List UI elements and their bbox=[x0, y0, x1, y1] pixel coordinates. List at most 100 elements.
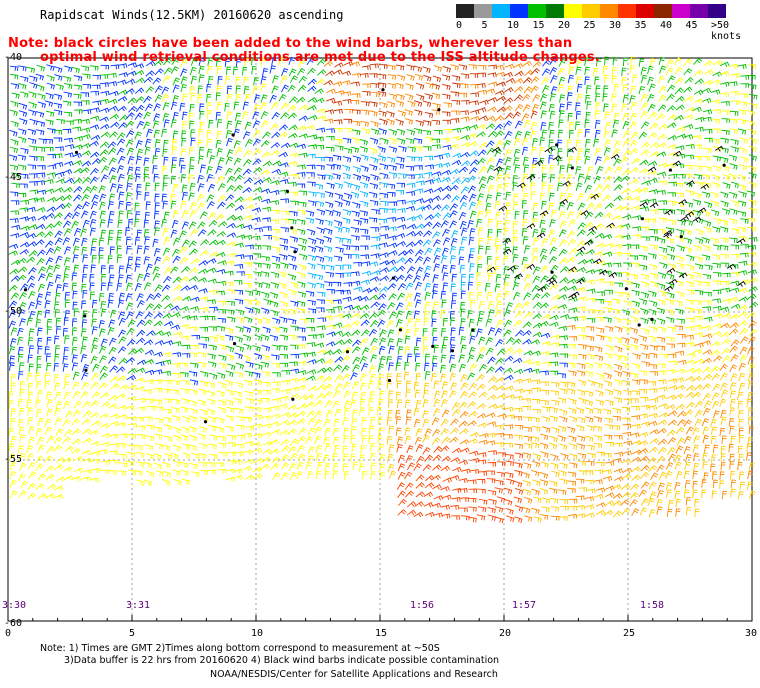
wind-barb bbox=[162, 470, 172, 478]
wind-barb bbox=[404, 257, 414, 265]
wind-barb bbox=[566, 101, 572, 111]
wind-barb bbox=[594, 493, 604, 500]
wind-barb bbox=[217, 76, 223, 85]
wind-barb bbox=[63, 111, 73, 117]
wind-barb bbox=[469, 150, 479, 157]
wind-barb bbox=[621, 309, 631, 316]
wind-barb bbox=[351, 391, 358, 400]
wind-barb bbox=[567, 426, 576, 434]
wind-barb bbox=[460, 273, 466, 283]
wind-barb bbox=[522, 359, 532, 365]
wind-barb bbox=[477, 452, 487, 458]
wind-barb bbox=[701, 479, 707, 488]
wind-barb bbox=[396, 444, 403, 453]
wind-barb bbox=[604, 500, 615, 506]
wind-barb bbox=[254, 334, 263, 342]
wind-barb bbox=[324, 463, 331, 472]
wind-barb bbox=[549, 352, 559, 358]
wind-barb bbox=[290, 281, 299, 289]
wind-barb bbox=[216, 325, 225, 332]
wind-barb bbox=[638, 389, 648, 394]
contaminated-wind-barb bbox=[568, 266, 577, 273]
wind-barb bbox=[179, 275, 190, 283]
wind-barb bbox=[18, 473, 26, 482]
wind-barb bbox=[602, 408, 612, 415]
wind-barb bbox=[335, 246, 344, 253]
wind-barb bbox=[81, 300, 87, 309]
wind-barb bbox=[326, 97, 336, 104]
wind-barb bbox=[387, 73, 397, 80]
wind-barb bbox=[181, 295, 192, 302]
wind-barb bbox=[278, 93, 287, 102]
wind-barb bbox=[8, 391, 14, 400]
wind-barb bbox=[172, 341, 182, 347]
wind-barb bbox=[386, 355, 393, 365]
contaminated-wind-barb bbox=[588, 225, 598, 232]
wind-barb bbox=[369, 63, 379, 69]
contaminated-wind-barb bbox=[544, 147, 554, 154]
wind-barb bbox=[668, 181, 678, 187]
wind-barb bbox=[748, 154, 758, 161]
wind-barb bbox=[342, 373, 351, 381]
wind-barb bbox=[182, 111, 188, 121]
wind-barb bbox=[612, 262, 622, 268]
wind-barb bbox=[332, 299, 342, 305]
wind-barb bbox=[46, 483, 57, 490]
wind-barb bbox=[396, 156, 405, 163]
wind-barb bbox=[242, 168, 252, 176]
wind-barb bbox=[191, 452, 200, 460]
wind-barb bbox=[279, 253, 288, 261]
wind-barb bbox=[73, 194, 82, 202]
wind-barb bbox=[353, 286, 363, 292]
wind-barb bbox=[541, 238, 549, 247]
wind-barb bbox=[198, 288, 208, 294]
wind-barb bbox=[604, 139, 611, 148]
wind-barb bbox=[20, 225, 30, 232]
wind-barb bbox=[749, 328, 758, 337]
wind-barb bbox=[424, 111, 434, 119]
contaminated-wind-barb bbox=[599, 269, 608, 276]
wind-barb bbox=[549, 283, 559, 291]
flag-circle bbox=[83, 314, 87, 318]
wind-barb bbox=[702, 393, 712, 401]
wind-barb bbox=[99, 149, 109, 157]
wind-barb bbox=[188, 221, 197, 230]
wind-barb bbox=[710, 365, 720, 373]
wind-barb bbox=[549, 480, 558, 487]
footer-note-line1: Note: 1) Times are GMT 2)Times along bot… bbox=[40, 643, 440, 654]
wind-barb bbox=[244, 255, 254, 260]
wind-barb bbox=[332, 427, 339, 437]
wind-barb bbox=[109, 413, 120, 419]
wind-barb bbox=[369, 147, 378, 155]
wind-barb bbox=[252, 138, 262, 146]
wind-barb bbox=[423, 345, 429, 355]
wind-barb bbox=[55, 83, 64, 91]
wind-barb bbox=[431, 437, 441, 446]
wind-barb bbox=[188, 315, 198, 321]
wind-barb bbox=[711, 254, 721, 260]
wind-barb bbox=[99, 219, 106, 228]
wind-barb bbox=[251, 299, 261, 306]
wind-barb bbox=[109, 183, 117, 192]
wind-barb bbox=[197, 229, 207, 237]
wind-barb bbox=[36, 355, 42, 365]
wind-barb bbox=[370, 354, 378, 363]
wind-barb bbox=[54, 335, 60, 345]
wind-barb bbox=[477, 506, 487, 513]
wind-barb bbox=[494, 123, 504, 131]
wind-barb bbox=[559, 266, 570, 273]
wind-barb bbox=[712, 262, 721, 269]
x-tick-5: 5 bbox=[129, 628, 136, 639]
wind-barb bbox=[73, 177, 83, 185]
wind-barb bbox=[729, 208, 738, 215]
wind-barb bbox=[674, 490, 681, 500]
wind-barb bbox=[656, 363, 666, 369]
wind-barb bbox=[386, 373, 392, 382]
wind-barb bbox=[46, 74, 55, 82]
wind-barb bbox=[109, 90, 119, 97]
wind-barb bbox=[622, 252, 632, 258]
wind-barb bbox=[712, 289, 722, 295]
wind-barb bbox=[253, 94, 261, 103]
wind-barb bbox=[621, 473, 632, 480]
wind-barb bbox=[342, 463, 348, 472]
